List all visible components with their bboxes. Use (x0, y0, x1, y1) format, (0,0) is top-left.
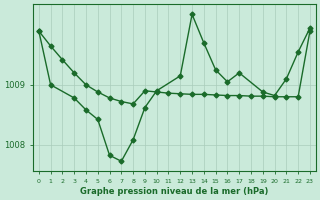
X-axis label: Graphe pression niveau de la mer (hPa): Graphe pression niveau de la mer (hPa) (80, 187, 268, 196)
